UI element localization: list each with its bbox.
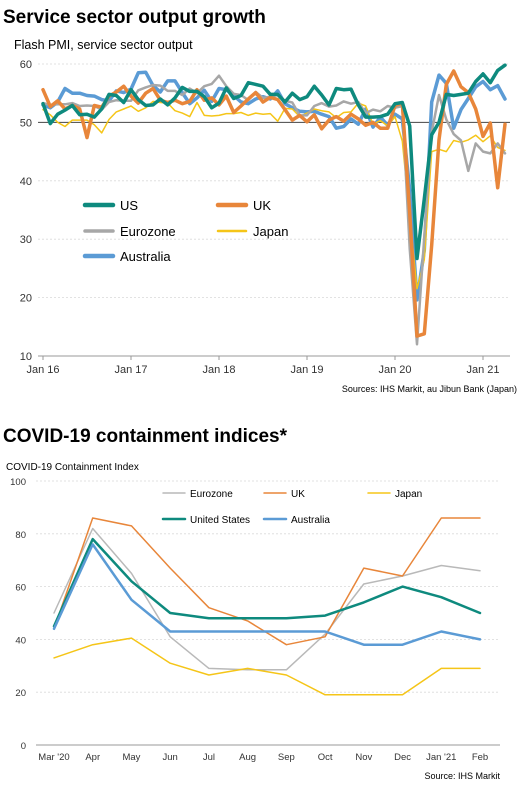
chart1-source: Sources: IHS Markit, au Jibun Bank (Japa…: [342, 384, 517, 394]
chart1-y-tick-label: 50: [20, 117, 32, 129]
chart2-y-tick-label: 20: [15, 688, 26, 699]
chart2-x-tick-label: Oct: [318, 752, 333, 763]
chart2-x-tick-label: Sep: [278, 752, 295, 763]
chart2-legend-label: Eurozone: [190, 489, 233, 500]
chart1-x-tick-label: Jan 16: [26, 364, 59, 376]
chart1-x-tick-label: Jan 20: [378, 364, 411, 376]
chart1-title: Service sector output growth: [3, 7, 266, 28]
chart1-x-axis: Jan 16 Jan 17 Jan 18 Jan 19 Jan 20 Jan 21: [26, 356, 500, 376]
chart1-series-line-japan: [42, 100, 506, 290]
chart2-series-line-united-states: [52, 537, 482, 628]
chart2-gridlines: [36, 480, 500, 746]
chart2-y-tick-label: 60: [15, 583, 26, 594]
chart1-gridlines: [38, 63, 510, 357]
chart2-x-tick-label: Aug: [239, 752, 256, 763]
chart2-series-line-eurozone: [53, 527, 481, 671]
chart2-x-tick-label: Mar '20: [38, 752, 69, 763]
chart1-x-tick-label: Jan 21: [466, 364, 499, 376]
chart2-subtitle: COVID-19 Containment Index: [6, 462, 139, 473]
chart1-y-tick-label: 20: [20, 293, 32, 305]
chart1-y-tick-label: 60: [20, 59, 32, 71]
chart2-y-tick-label: 0: [21, 741, 26, 752]
chart1-y-axis: 10 20 30 40 50 60: [20, 59, 32, 363]
chart2-y-tick-label: 100: [10, 477, 26, 488]
chart1-legend-label: US: [120, 198, 138, 213]
chart2-series-line-uk: [53, 517, 481, 646]
chart2-x-tick-label: Nov: [355, 752, 372, 763]
chart2-legend-label: Australia: [291, 515, 330, 526]
chart2: COVID-19 containment indices* COVID-19 C…: [3, 426, 500, 781]
chart2-series-line-australia: [52, 543, 482, 646]
chart2-legend-label: Japan: [395, 489, 422, 500]
chart1-legend: US UK Eurozone Japan Australia: [82, 198, 288, 264]
chart2-y-axis: 0 20 40 60 80 100: [10, 477, 26, 752]
chart1-x-tick-label: Jan 19: [290, 364, 323, 376]
chart2-series-group: [52, 517, 482, 696]
chart1-series-line-us: [41, 63, 507, 261]
chart2-legend-label: UK: [291, 489, 305, 500]
chart2-legend-label: United States: [190, 515, 250, 526]
chart1-x-tick-label: Jan 17: [114, 364, 147, 376]
chart2-y-tick-label: 40: [15, 635, 26, 646]
chart1-legend-label: Australia: [120, 249, 171, 264]
chart2-legend: Eurozone UK Japan United States Australia: [161, 489, 422, 526]
chart2-x-axis: Mar '20 Apr May Jun Jul Aug Sep Oct Nov Dec Jan '2…: [38, 752, 488, 763]
chart2-x-tick-label: Apr: [85, 752, 100, 763]
chart2-series-line-japan: [53, 637, 481, 696]
chart2-source: Source: IHS Markit: [424, 771, 500, 781]
chart1-subtitle: Flash PMI, service sector output: [14, 38, 193, 52]
chart1-series-group: [41, 63, 507, 346]
chart2-y-tick-label: 80: [15, 530, 26, 541]
chart1: Service sector output growth Flash PMI, …: [3, 7, 517, 394]
chart1-legend-label: Japan: [253, 224, 288, 239]
chart2-x-tick-label: May: [122, 752, 140, 763]
chart1-y-tick-label: 30: [20, 234, 32, 246]
chart1-legend-label: Eurozone: [120, 224, 176, 239]
chart2-title: COVID-19 containment indices*: [3, 426, 288, 447]
chart1-x-tick-label: Jan 18: [202, 364, 235, 376]
chart1-y-tick-label: 10: [20, 351, 32, 363]
chart2-x-tick-label: Jul: [203, 752, 215, 763]
chart2-x-tick-label: Jun: [163, 752, 178, 763]
chart1-y-tick-label: 40: [20, 176, 32, 188]
chart2-x-tick-label: Jan '21: [426, 752, 456, 763]
chart1-legend-label: UK: [253, 198, 271, 213]
chart1-series-line-uk: [41, 69, 507, 338]
chart2-x-tick-label: Dec: [394, 752, 411, 763]
chart2-x-tick-label: Feb: [472, 752, 488, 763]
